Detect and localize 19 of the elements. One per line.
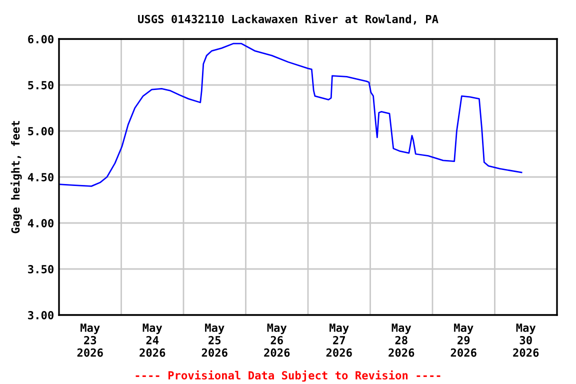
y-tick-label: 4.50	[28, 172, 54, 182]
y-tick-label: 4.00	[28, 218, 54, 228]
y-tick-label: 3.00	[28, 310, 54, 320]
y-tick-label: 3.50	[28, 264, 54, 274]
x-tick-label: May 23 2026	[77, 324, 103, 357]
line-series	[59, 42, 522, 187]
text: ---- Provisional Data Subject to Revision ----	[136, 370, 440, 382]
x-tick-label: May 24 2026	[140, 324, 166, 357]
y-axis-title: Gage height, feet	[10, 121, 22, 234]
chart-title: USGS 01432110 Lackawaxen River at Rowland, PA	[138, 14, 438, 25]
x-tick-label: May 25 2026	[202, 324, 228, 357]
x-tick-label: May 27 2026	[326, 324, 352, 357]
x-tick-label: May 30 2026	[513, 324, 539, 357]
y-tick-label: 5.50	[28, 80, 54, 90]
x-tick-label: May 26 2026	[264, 324, 290, 357]
x-tick-label: May 29 2026	[450, 324, 476, 357]
y-tick-label: 6.00	[28, 34, 54, 44]
x-tick-label: May 28 2026	[388, 324, 414, 357]
y-tick-label: 5.00	[28, 126, 54, 136]
